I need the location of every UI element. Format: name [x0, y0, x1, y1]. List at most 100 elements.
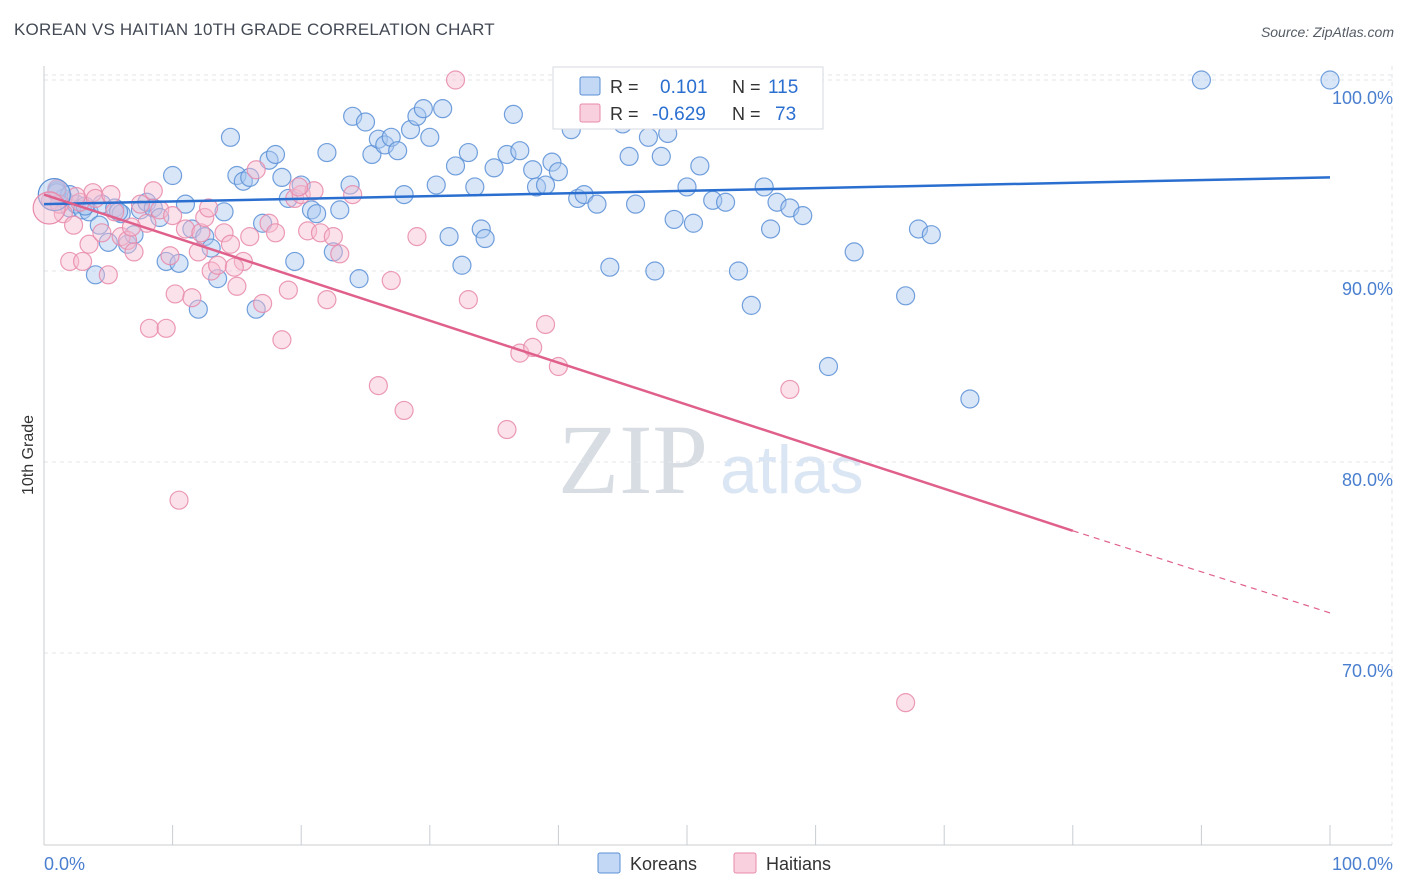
korean-point	[587, 194, 607, 214]
korean-point	[683, 213, 704, 233]
korean-point	[394, 185, 414, 205]
legend-koreans-swatch	[597, 852, 621, 874]
korean-point	[542, 152, 562, 172]
haitian-point	[497, 419, 517, 440]
y-tick-label: 80.0%	[1342, 470, 1393, 490]
korean-point	[465, 177, 485, 197]
haitian-point	[407, 227, 427, 247]
haitian-n-label: N =	[732, 104, 761, 124]
haitian-point	[182, 288, 202, 308]
haitian-point	[220, 234, 241, 254]
haitian-point	[381, 270, 401, 291]
haitian-point	[394, 400, 414, 421]
axes: 70.0% 80.0% 90.0% 100.0%	[43, 66, 1393, 846]
haitian-point	[227, 276, 247, 296]
korean-point	[175, 194, 196, 214]
korean-point	[452, 255, 472, 275]
korean-point	[301, 200, 322, 220]
korean-point	[793, 206, 813, 226]
y-tick-label: 100.0%	[1332, 88, 1393, 108]
korean-point	[1191, 70, 1212, 90]
haitian-point	[535, 314, 556, 335]
korean-r-value: 0.101	[660, 77, 708, 98]
legend-haitians-swatch	[733, 852, 757, 874]
haitian-point	[458, 290, 478, 310]
korean-point	[741, 295, 761, 315]
haitian-point	[330, 244, 350, 264]
korean-point	[497, 144, 517, 165]
korean-point	[619, 146, 639, 166]
korean-point	[638, 127, 659, 147]
data-points	[32, 70, 1340, 713]
x-tick-label-max: 100.0%	[1332, 854, 1393, 874]
korean-point	[349, 269, 369, 289]
haitian-r-value: -0.629	[652, 104, 706, 125]
korean-point	[265, 144, 286, 165]
korean-point	[484, 158, 504, 178]
haitian-point	[169, 490, 189, 510]
haitian-point	[165, 284, 185, 304]
series-legend: Koreans Haitians	[597, 852, 831, 874]
haitian-point	[160, 246, 180, 266]
haitian-trend-extension	[1072, 530, 1331, 614]
korean-point	[307, 204, 327, 224]
x-tick-label-min: 0.0%	[44, 854, 85, 874]
haitian-swatch	[579, 103, 601, 123]
haitian-point	[240, 227, 260, 247]
grid	[44, 66, 1393, 845]
haitian-point	[63, 215, 84, 235]
korean-point	[317, 142, 337, 163]
korean-n-label: N =	[732, 77, 761, 97]
korean-point	[433, 99, 453, 119]
haitian-point	[343, 185, 363, 205]
source-label: Source: ZipAtlas.com	[1260, 24, 1394, 40]
korean-point	[548, 162, 569, 182]
haitian-point	[156, 318, 176, 338]
haitian-point	[310, 223, 331, 243]
korean-point	[960, 389, 980, 409]
korean-point	[458, 142, 478, 163]
stats-legend: R = 0.101 N = 115 R = -0.629 N = 73	[552, 66, 824, 130]
korean-point	[896, 286, 916, 306]
korean-point	[645, 261, 665, 281]
haitian-point	[278, 280, 298, 300]
haitian-point	[143, 181, 163, 201]
korean-point	[715, 192, 736, 212]
haitian-point	[92, 223, 112, 243]
korean-point	[677, 177, 697, 197]
korean-swatch	[579, 76, 601, 96]
haitian-point	[139, 318, 160, 338]
korean-point	[921, 225, 941, 245]
korean-point	[503, 104, 523, 124]
haitian-point	[445, 70, 466, 90]
haitian-point	[317, 290, 337, 310]
korean-point	[728, 261, 749, 281]
korean-point	[510, 141, 530, 161]
haitian-point	[214, 223, 234, 243]
haitian-point	[253, 293, 273, 314]
y-axis-label: 10th Grade	[20, 415, 37, 495]
legend-haitians-label: Haitians	[766, 854, 831, 874]
haitian-point	[191, 223, 211, 243]
korean-point	[445, 156, 466, 176]
korean-point	[471, 219, 491, 239]
chart-title: KOREAN VS HAITIAN 10TH GRADE CORRELATION…	[14, 20, 495, 39]
haitian-point	[896, 693, 916, 713]
korean-point	[388, 141, 408, 161]
korean-point	[664, 209, 684, 230]
korean-point	[413, 99, 433, 119]
korean-point	[625, 194, 646, 214]
haitian-r-label: R =	[610, 104, 639, 124]
haitian-point	[208, 255, 228, 275]
korean-point	[272, 167, 292, 188]
korean-point	[330, 200, 350, 220]
haitian-n-value: 73	[775, 104, 796, 125]
haitian-point	[98, 265, 118, 285]
haitian-point	[246, 160, 266, 180]
korean-point	[818, 356, 839, 377]
korean-point	[844, 242, 864, 262]
legend-koreans-label: Koreans	[630, 854, 697, 874]
haitian-point	[130, 194, 151, 214]
korean-point	[420, 127, 440, 147]
